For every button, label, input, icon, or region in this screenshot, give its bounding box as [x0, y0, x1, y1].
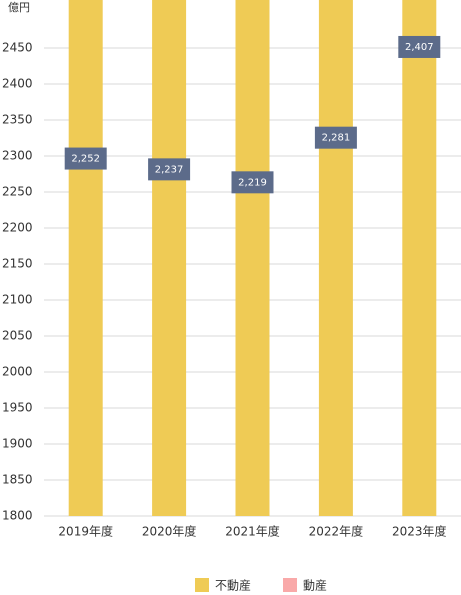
legend-swatch — [195, 578, 209, 592]
y-tick-label: 2400 — [2, 77, 33, 91]
total-box — [314, 126, 357, 149]
x-tick-label: 2020年度 — [142, 524, 197, 539]
bar-segment — [402, 0, 437, 517]
x-tick-label: 2022年度 — [309, 524, 364, 539]
legend-label: 動産 — [303, 578, 327, 593]
total-label: 2,219 — [238, 177, 267, 188]
total-box — [148, 158, 191, 181]
total-box — [398, 35, 441, 58]
y-tick-label: 1800 — [2, 509, 33, 523]
bar-segment — [235, 0, 270, 516]
y-tick-label: 1950 — [2, 401, 33, 415]
total-label: 2,281 — [322, 133, 351, 144]
y-tick-label: 2150 — [2, 257, 33, 271]
y-tick-label: 2000 — [2, 365, 33, 379]
legend-label: 不動産 — [215, 578, 251, 593]
y-tick-label: 1900 — [2, 437, 33, 451]
total-box — [64, 147, 107, 170]
x-tick-label: 2021年度 — [225, 524, 280, 539]
total-label: 2,237 — [155, 164, 184, 175]
y-tick-label: 2050 — [2, 329, 33, 343]
y-tick-label: 1850 — [2, 473, 33, 487]
y-tick-label: 2200 — [2, 221, 33, 235]
legend-swatch — [283, 578, 297, 592]
unit-label: 億円 — [8, 1, 30, 14]
y-tick-label: 2100 — [2, 293, 33, 307]
bar-segment — [152, 0, 187, 516]
bar-segment — [68, 0, 103, 516]
y-tick-label: 2300 — [2, 149, 33, 163]
x-tick-label: 2019年度 — [58, 524, 113, 539]
total-label: 2,252 — [71, 154, 100, 165]
bar-segment — [318, 0, 353, 517]
total-label: 2,407 — [405, 42, 434, 53]
y-tick-label: 2450 — [2, 41, 33, 55]
y-tick-label: 2250 — [2, 185, 33, 199]
total-box — [231, 171, 274, 194]
y-tick-label: 2350 — [2, 113, 33, 127]
x-tick-label: 2023年度 — [392, 524, 447, 539]
